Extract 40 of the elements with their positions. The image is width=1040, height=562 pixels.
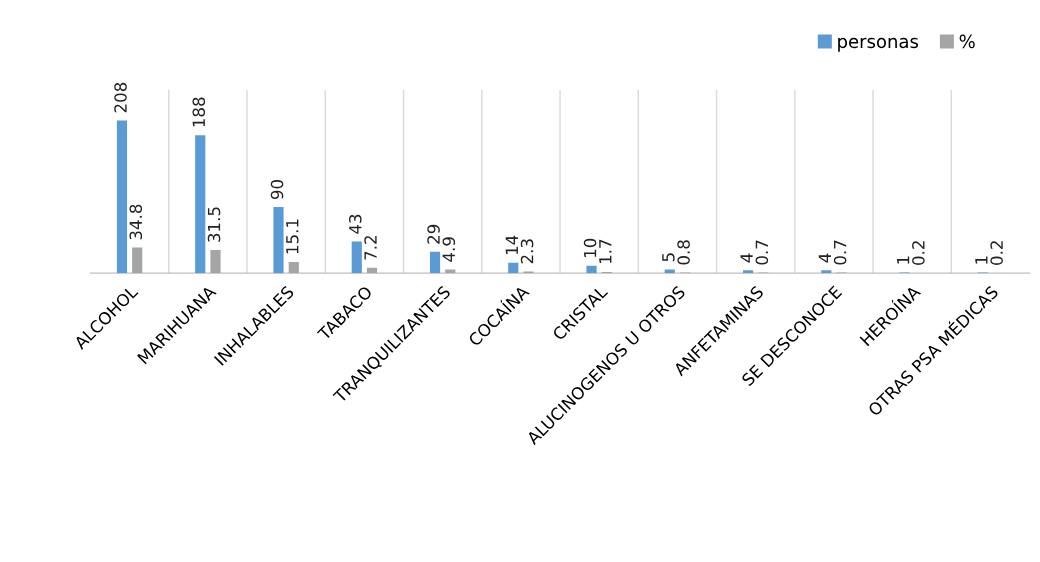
- data-label: 208: [114, 82, 127, 113]
- bar: [273, 207, 284, 274]
- data-label: 90: [270, 180, 284, 200]
- data-label: 2.3: [520, 239, 534, 264]
- data-label: 34.8: [129, 204, 143, 240]
- bar: [210, 250, 221, 274]
- data-label: 15.1: [286, 219, 299, 254]
- bar: [288, 262, 299, 274]
- data-label: 5: [662, 253, 675, 262]
- data-label: 0.2: [912, 241, 925, 265]
- data-label: 14: [505, 235, 518, 255]
- bar: [742, 270, 754, 274]
- bar: [508, 262, 519, 274]
- data-label: 0.7: [833, 240, 847, 265]
- data-label: 4: [818, 253, 831, 263]
- data-label: 31.5: [207, 207, 221, 242]
- data-label: 43: [348, 214, 362, 234]
- legend-label: personas: [838, 37, 919, 52]
- bar: [366, 267, 378, 274]
- data-label: 4: [740, 253, 753, 263]
- bar: [586, 265, 597, 274]
- data-label: 29: [427, 224, 440, 244]
- data-label: 188: [192, 97, 206, 127]
- bar: [664, 269, 675, 274]
- bar: [351, 241, 362, 274]
- bar: [195, 135, 206, 274]
- data-label: 0.8: [677, 240, 690, 265]
- bar: [132, 247, 143, 274]
- data-label: 1: [897, 256, 910, 264]
- data-label: 7.2: [364, 236, 377, 260]
- data-label: 0.7: [755, 240, 769, 265]
- data-label: 1: [975, 256, 988, 264]
- data-label: 4.9: [442, 237, 456, 262]
- data-label: 1.7: [599, 239, 612, 264]
- bar: [429, 251, 441, 274]
- bar: [116, 120, 128, 274]
- data-label: 0.2: [990, 241, 1003, 265]
- data-label: 10: [583, 238, 597, 258]
- bar: [821, 270, 832, 274]
- legend-label: %: [959, 34, 975, 49]
